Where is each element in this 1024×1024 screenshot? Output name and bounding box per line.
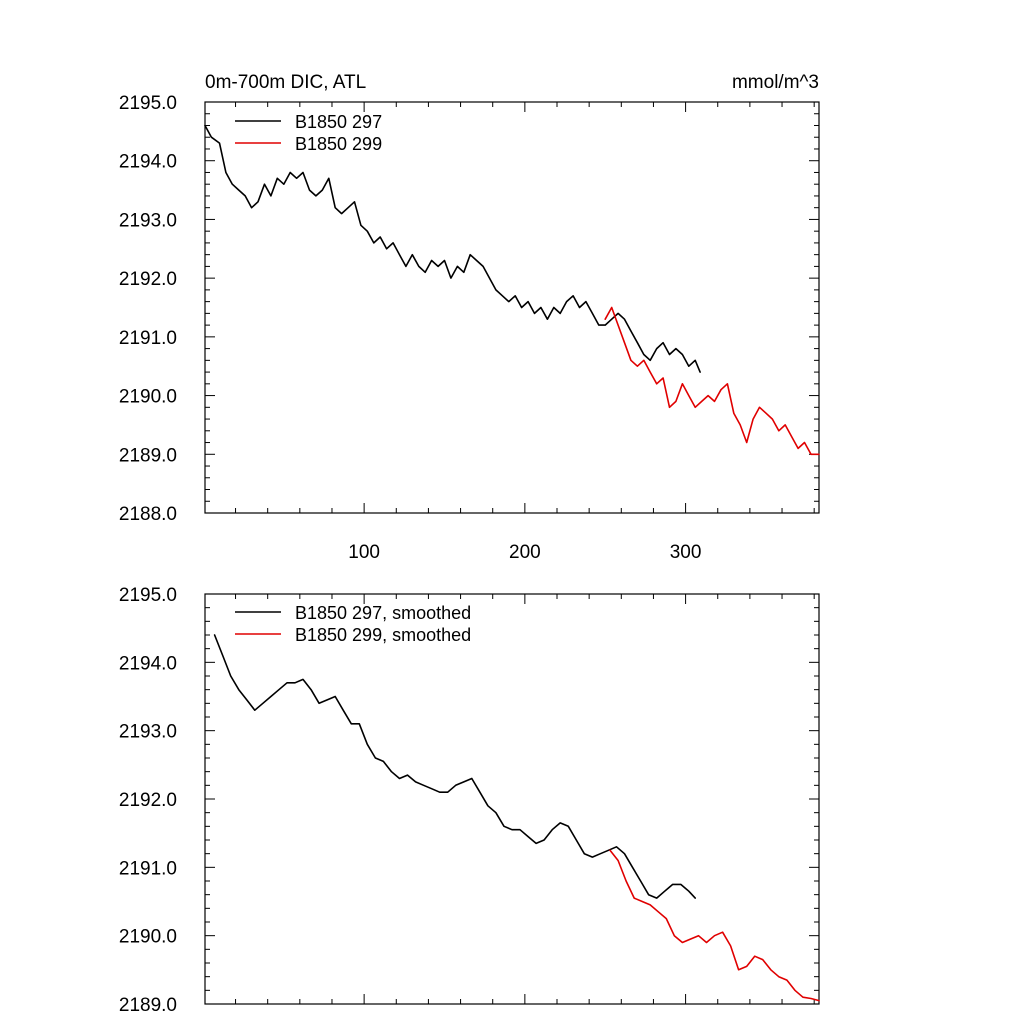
bottom-plot-frame bbox=[204, 593, 820, 1005]
top-x-tick-label: 100 bbox=[348, 542, 380, 563]
bottom-ticks bbox=[205, 593, 819, 1005]
legend-label-run1: B1850 297 bbox=[295, 112, 382, 132]
top-y-tick-label: 2191.0 bbox=[119, 328, 177, 349]
legend-label-run2-smoothed: B1850 299, smoothed bbox=[295, 625, 471, 645]
top-x-tick-labels: 100 200 300 bbox=[348, 542, 701, 563]
bottom-y-tick-labels: 2189.0 2190.0 2191.0 2192.0 2193.0 2194.… bbox=[119, 585, 177, 1016]
bottom-y-tick-label: 2191.0 bbox=[119, 858, 177, 879]
top-x-tick-label: 200 bbox=[509, 542, 541, 563]
bottom-y-tick-label: 2190.0 bbox=[119, 927, 177, 948]
series-line-b1850-297 bbox=[204, 124, 701, 373]
top-chart-units: mmol/m^3 bbox=[732, 72, 819, 93]
top-x-tick-label: 300 bbox=[670, 542, 702, 563]
bottom-panel: 2189.0 2190.0 2191.0 2192.0 2193.0 2194.… bbox=[119, 585, 820, 1016]
bottom-y-tick-label: 2189.0 bbox=[119, 995, 177, 1016]
top-y-tick-label: 2193.0 bbox=[119, 210, 177, 231]
top-panel: 0m-700m DIC, ATL mmol/m^3 2188.0 2189.0 … bbox=[119, 72, 820, 563]
top-y-tick-label: 2188.0 bbox=[119, 504, 177, 525]
top-legend: B1850 297 B1850 299 bbox=[235, 112, 382, 154]
top-y-tick-label: 2194.0 bbox=[119, 152, 177, 173]
top-ticks bbox=[205, 101, 819, 514]
top-y-tick-label: 2192.0 bbox=[119, 269, 177, 290]
top-y-tick-label: 2195.0 bbox=[119, 93, 177, 114]
bottom-legend: B1850 297, smoothed B1850 299, smoothed bbox=[235, 603, 471, 645]
bottom-y-tick-label: 2192.0 bbox=[119, 790, 177, 811]
series-line-b1850-297-smoothed bbox=[213, 634, 697, 899]
legend-label-run1-smoothed: B1850 297, smoothed bbox=[295, 603, 471, 623]
legend-label-run2: B1850 299 bbox=[295, 134, 382, 154]
bottom-y-tick-label: 2194.0 bbox=[119, 653, 177, 674]
top-y-tick-label: 2189.0 bbox=[119, 445, 177, 466]
series-line-b1850-299 bbox=[604, 306, 820, 456]
top-y-tick-labels: 2188.0 2189.0 2190.0 2191.0 2192.0 2193.… bbox=[119, 93, 177, 525]
top-y-tick-label: 2190.0 bbox=[119, 387, 177, 408]
bottom-y-tick-label: 2195.0 bbox=[119, 585, 177, 606]
bottom-y-tick-label: 2193.0 bbox=[119, 722, 177, 743]
top-plot-frame bbox=[204, 101, 820, 514]
series-line-b1850-299-smoothed bbox=[609, 849, 820, 1002]
top-chart-title: 0m-700m DIC, ATL bbox=[205, 72, 366, 93]
